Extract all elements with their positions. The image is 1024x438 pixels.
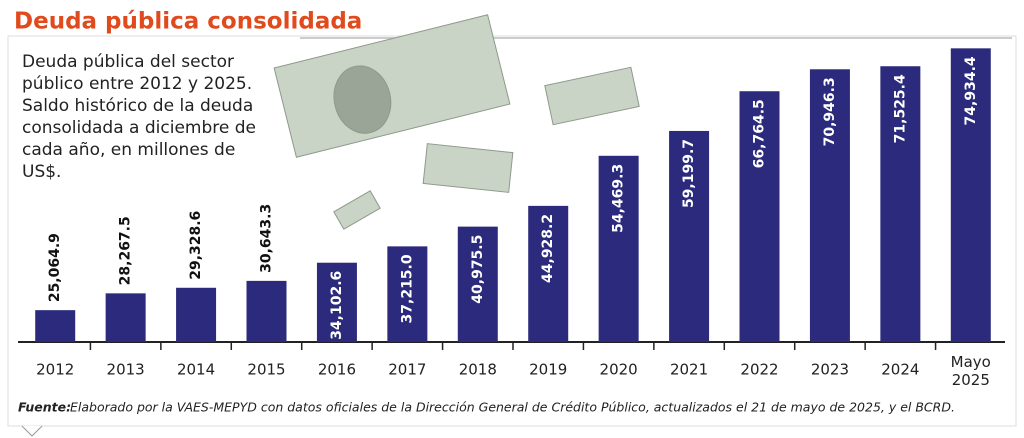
- chart-title: Deuda pública consolidada: [14, 9, 362, 35]
- bar: [246, 280, 287, 342]
- frame: [7, 35, 1017, 427]
- x-tick-label: 2020: [600, 361, 638, 379]
- value-label: 37,215.0: [399, 254, 415, 323]
- x-tick-label: 2012: [36, 361, 74, 379]
- x-tick-label: 2024: [881, 361, 919, 379]
- value-label: 28,267.5: [118, 216, 134, 285]
- bar: [739, 91, 780, 342]
- x-tick-label: 2021: [670, 361, 708, 379]
- value-label: 29,328.6: [188, 211, 204, 280]
- x-tick-label: 2013: [107, 361, 145, 379]
- x-tick-label: 2014: [177, 361, 215, 379]
- x-tick-label: 2019: [529, 361, 567, 379]
- x-tick-label: 2017: [388, 361, 426, 379]
- x-tick-label: 2016: [318, 361, 356, 379]
- bar: [105, 293, 146, 342]
- value-label: 59,199.7: [681, 139, 697, 208]
- source-label: Fuente:: [18, 400, 71, 415]
- value-label: 74,934.4: [963, 56, 979, 125]
- bar: [35, 310, 76, 342]
- bar: [176, 287, 217, 342]
- value-label: 71,525.4: [892, 74, 908, 143]
- value-label: 30,643.3: [259, 204, 275, 273]
- banknotes: [273, 14, 640, 230]
- bar: [528, 205, 569, 342]
- x-tick-label: 2022: [740, 361, 778, 379]
- x-tick-label: 2023: [811, 361, 849, 379]
- bar: [880, 66, 921, 343]
- value-label: 25,064.9: [47, 233, 63, 302]
- value-label: 34,102.6: [329, 271, 345, 340]
- value-label: 66,764.5: [752, 99, 768, 168]
- pointer: [21, 425, 43, 437]
- bar: [669, 130, 710, 342]
- bar: [457, 226, 498, 342]
- bar: [950, 48, 991, 343]
- x-tick-label: 2018: [459, 361, 497, 379]
- bar: [598, 155, 639, 342]
- value-label: 40,975.5: [470, 235, 486, 304]
- value-label: 70,946.3: [822, 77, 838, 146]
- subtitle: Deuda pública del sector público entre 20…: [22, 52, 256, 182]
- bar: [316, 262, 357, 342]
- bar: [809, 69, 850, 342]
- x-tick-label: Mayo 2025: [951, 353, 991, 389]
- value-label: 44,928.2: [540, 214, 556, 283]
- source: Elaborado por la VAES-MEPYD con datos of…: [70, 400, 955, 415]
- value-label: 54,469.3: [611, 164, 627, 233]
- x-tick-label: 2015: [247, 361, 285, 379]
- bar: [387, 246, 428, 342]
